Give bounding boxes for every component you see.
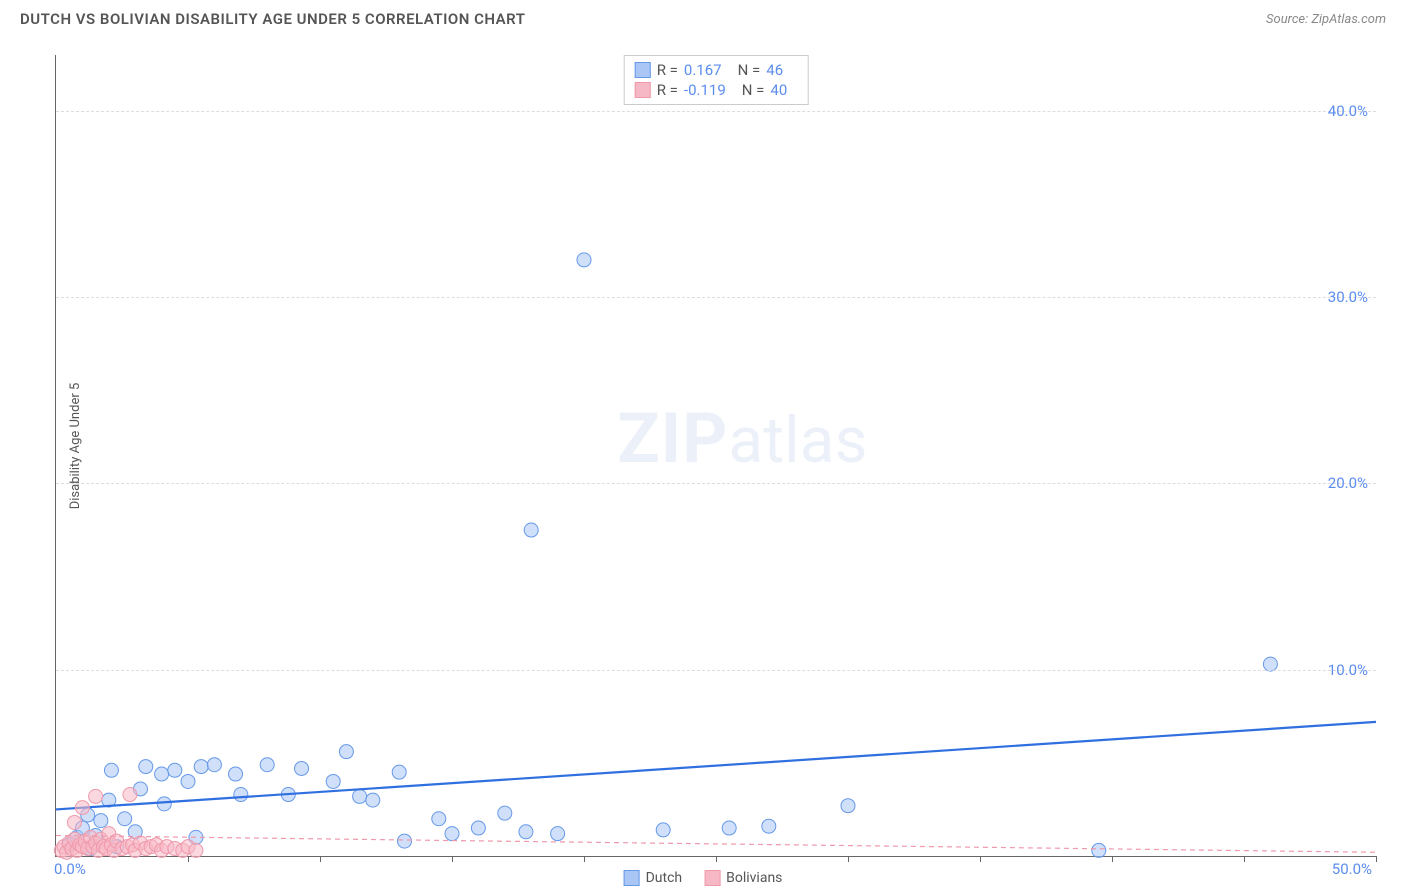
data-point (471, 821, 485, 835)
x-axis-origin-label: 0.0% (54, 860, 86, 878)
r-value-bolivians: -0.119 (684, 81, 726, 99)
data-point (139, 760, 153, 774)
n-value-dutch: 46 (766, 61, 783, 79)
data-point (189, 843, 203, 857)
chart-title: DUTCH VS BOLIVIAN DISABILITY AGE UNDER 5… (20, 10, 525, 28)
r-label-bolivians: R = (657, 81, 678, 99)
data-point (339, 745, 353, 759)
data-point (841, 799, 855, 813)
x-tick (716, 856, 717, 862)
gridline-h (56, 670, 1376, 671)
data-point (1092, 843, 1106, 857)
data-point (366, 793, 380, 807)
x-tick (1112, 856, 1113, 862)
data-point (123, 788, 137, 802)
y-tick-label: 40.0% (1328, 102, 1368, 120)
trend-line (56, 722, 1376, 810)
data-point (155, 767, 169, 781)
x-tick (848, 856, 849, 862)
data-point (168, 763, 182, 777)
data-point (104, 763, 118, 777)
r-label-dutch: R = (657, 61, 678, 79)
y-tick-label: 20.0% (1328, 474, 1368, 492)
data-point (94, 814, 108, 828)
data-point (397, 834, 411, 848)
data-point (656, 823, 670, 837)
legend-item-dutch: Dutch (624, 870, 683, 886)
y-tick-label: 10.0% (1328, 661, 1368, 679)
stats-row-bolivians: R = -0.119 N = 40 (635, 80, 798, 100)
stats-legend-box: R = 0.167 N = 46 R = -0.119 N = 40 (624, 55, 809, 105)
scatter-plot-svg (56, 55, 1376, 856)
legend-label-dutch: Dutch (646, 870, 683, 886)
data-point (181, 774, 195, 788)
data-point (67, 815, 81, 829)
gridline-h (56, 483, 1376, 484)
x-tick (320, 856, 321, 862)
data-point (524, 523, 538, 537)
x-tick (980, 856, 981, 862)
legend-label-bolivians: Bolivians (726, 870, 782, 886)
source-name: ZipAtlas.com (1311, 12, 1386, 27)
data-point (353, 789, 367, 803)
data-point (392, 765, 406, 779)
data-point (498, 806, 512, 820)
stats-row-dutch: R = 0.167 N = 46 (635, 60, 798, 80)
data-point (157, 797, 171, 811)
data-point (194, 760, 208, 774)
source-prefix: Source: (1266, 12, 1311, 27)
data-point (551, 827, 565, 841)
data-point (432, 812, 446, 826)
x-tick (188, 856, 189, 862)
legend-item-bolivians: Bolivians (704, 870, 782, 886)
r-value-dutch: 0.167 (684, 61, 722, 79)
data-point (519, 825, 533, 839)
x-tick (452, 856, 453, 862)
swatch-dutch (635, 62, 651, 78)
n-value-bolivians: 40 (770, 81, 787, 99)
data-point (445, 827, 459, 841)
y-tick-label: 30.0% (1328, 288, 1368, 306)
data-point (295, 761, 309, 775)
data-point (118, 812, 132, 826)
data-point (89, 789, 103, 803)
x-axis-max-label: 50.0% (1332, 860, 1372, 878)
data-point (722, 821, 736, 835)
x-tick (1244, 856, 1245, 862)
trend-line (56, 836, 1376, 853)
data-point (260, 758, 274, 772)
swatch-bolivians (635, 82, 651, 98)
data-point (229, 767, 243, 781)
gridline-h (56, 111, 1376, 112)
data-point (75, 801, 89, 815)
data-point (577, 253, 591, 267)
source-attribution: Source: ZipAtlas.com (1266, 12, 1386, 27)
data-point (326, 774, 340, 788)
gridline-h (56, 297, 1376, 298)
data-point (234, 788, 248, 802)
x-tick (584, 856, 585, 862)
header: DUTCH VS BOLIVIAN DISABILITY AGE UNDER 5… (0, 0, 1406, 28)
legend-swatch-dutch (624, 870, 640, 886)
data-point (207, 758, 221, 772)
n-label-bolivians: N = (742, 81, 765, 99)
n-label-dutch: N = (738, 61, 761, 79)
legend-swatch-bolivians (704, 870, 720, 886)
x-tick (1376, 856, 1377, 862)
data-point (762, 819, 776, 833)
legend-bottom: Dutch Bolivians (624, 870, 783, 886)
chart-plot-area: ZIPatlas R = 0.167 N = 46 R = -0.119 N =… (55, 55, 1376, 857)
